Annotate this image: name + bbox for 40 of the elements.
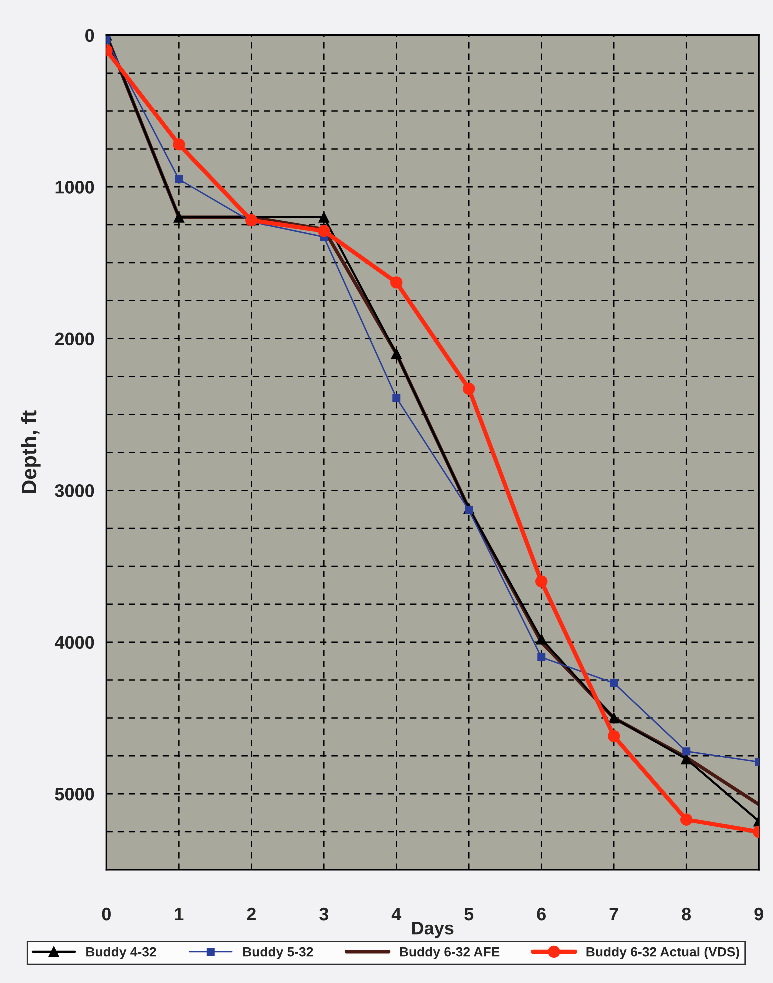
- point: [173, 138, 186, 151]
- x-tick-label: 1: [175, 908, 184, 921]
- x-tick-label: 3: [320, 908, 329, 921]
- point: [318, 225, 330, 238]
- y-tick-label: 1000: [56, 181, 94, 194]
- x-axis-title: Days: [412, 922, 454, 938]
- legend-label: Buddy 6-32 Actual (VDS): [586, 947, 740, 960]
- point: [318, 212, 330, 223]
- y-tick-label: 0: [86, 29, 94, 42]
- legend-label: Buddy 4-32: [86, 947, 156, 960]
- legend-label: Buddy 5-32: [243, 947, 314, 960]
- point: [680, 814, 693, 826]
- point: [536, 576, 548, 588]
- y-tick-label: 3000: [55, 484, 94, 498]
- point: [608, 730, 620, 742]
- point: [610, 679, 618, 688]
- x-tick-label: 4: [392, 908, 402, 921]
- y-axis-title: Depth, ft: [21, 410, 41, 494]
- point: [390, 276, 403, 289]
- y-tick-label: 2000: [55, 332, 94, 346]
- point: [538, 654, 546, 662]
- point: [175, 176, 184, 184]
- point: [174, 212, 185, 223]
- x-tick-label: 6: [537, 908, 546, 921]
- x-tick-label: 2: [247, 908, 256, 921]
- x-tick-label: 5: [464, 908, 474, 921]
- point: [682, 748, 691, 756]
- x-tick-label: 0: [102, 908, 111, 921]
- y-tick-label: 4000: [54, 636, 94, 650]
- x-tick-label: 7: [610, 908, 618, 921]
- point: [536, 634, 547, 645]
- y-tick-label: 5000: [55, 788, 94, 801]
- point: [391, 348, 402, 360]
- point: [463, 382, 476, 396]
- point: [608, 712, 620, 724]
- legend-label: Buddy 6-32 AFE: [400, 947, 500, 960]
- point: [392, 394, 401, 402]
- x-tick-label: 8: [682, 908, 692, 921]
- x-tick-label: 9: [754, 908, 764, 921]
- point: [246, 214, 258, 227]
